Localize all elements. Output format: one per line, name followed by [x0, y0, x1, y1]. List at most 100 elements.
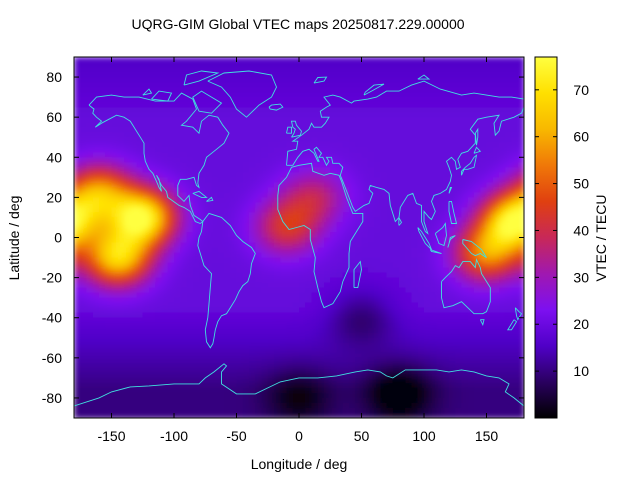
heatmap-cell [336, 97, 344, 103]
heatmap-cell [430, 122, 438, 128]
heatmap-cell [336, 152, 344, 158]
heatmap-cell [492, 142, 500, 148]
heatmap-cell [511, 137, 519, 143]
heatmap-cell [267, 242, 275, 249]
heatmap-cell [424, 172, 431, 178]
heatmap-cell [149, 112, 156, 118]
heatmap-cell [499, 197, 506, 203]
heatmap-cell [442, 122, 450, 128]
heatmap-cell [230, 232, 238, 239]
heatmap-cell [499, 117, 506, 123]
heatmap-cell [349, 387, 356, 394]
heatmap-cell [155, 402, 163, 409]
heatmap-cell [136, 207, 144, 214]
heatmap-cell [474, 122, 481, 128]
heatmap-cell [280, 372, 288, 379]
heatmap-cell [442, 77, 450, 83]
heatmap-cell [511, 342, 519, 349]
heatmap-cell [292, 362, 300, 369]
heatmap-cell [467, 242, 475, 249]
heatmap-cell [174, 132, 181, 138]
heatmap-cell [161, 212, 169, 219]
heatmap-cell [505, 137, 513, 143]
heatmap-cell [105, 102, 113, 108]
heatmap-cell [486, 182, 494, 188]
heatmap-cell [386, 57, 394, 63]
heatmap-cell [492, 132, 500, 138]
heatmap-cell [505, 377, 513, 384]
heatmap-cell [292, 372, 300, 379]
heatmap-cell [217, 192, 225, 198]
heatmap-cell [511, 72, 519, 78]
heatmap-cell [274, 357, 281, 364]
heatmap-cell [380, 252, 388, 259]
heatmap-cell [461, 387, 469, 394]
heatmap-cell [355, 137, 363, 143]
heatmap-cell [261, 237, 269, 244]
heatmap-cell [367, 242, 375, 249]
heatmap-cell [255, 357, 263, 364]
heatmap-cell [461, 337, 469, 344]
heatmap-cell [74, 122, 81, 128]
heatmap-cell [517, 162, 524, 168]
heatmap-cell [142, 267, 150, 274]
heatmap-cell [417, 352, 425, 359]
heatmap-cell [386, 277, 394, 284]
heatmap-cell [211, 72, 219, 78]
heatmap-cell [480, 222, 488, 229]
heatmap-cell [80, 212, 88, 219]
heatmap-cell [149, 197, 156, 203]
heatmap-cell [486, 337, 494, 344]
heatmap-cell [386, 217, 394, 224]
heatmap-cell [374, 197, 381, 203]
heatmap-cell [480, 377, 488, 384]
heatmap-cell [136, 357, 144, 364]
heatmap-cell [92, 367, 100, 374]
heatmap-cell [511, 372, 519, 379]
heatmap-cell [411, 182, 419, 188]
heatmap-cell [80, 262, 88, 269]
heatmap-cell [205, 352, 213, 359]
heatmap-cell [249, 152, 256, 158]
heatmap-cell [205, 142, 213, 148]
heatmap-cell [124, 82, 131, 88]
heatmap-cell [442, 197, 450, 203]
heatmap-cell [280, 337, 288, 344]
heatmap-cell [317, 382, 325, 389]
heatmap-cell [380, 242, 388, 249]
heatmap-cell [205, 97, 213, 103]
heatmap-cell [449, 387, 456, 394]
heatmap-cell [386, 187, 394, 193]
heatmap-cell [474, 392, 481, 399]
heatmap-cell [324, 137, 331, 143]
heatmap-cell [405, 117, 413, 123]
heatmap-cell [486, 372, 494, 379]
heatmap-cell [86, 127, 94, 133]
heatmap-cell [111, 142, 119, 148]
heatmap-cell [417, 222, 425, 229]
heatmap-cell [174, 282, 181, 289]
heatmap-cell [155, 237, 163, 244]
heatmap-cell [217, 242, 225, 249]
heatmap-cell [486, 237, 494, 244]
heatmap-cell [199, 342, 206, 349]
heatmap-cell [399, 377, 406, 384]
heatmap-cell [336, 277, 344, 284]
heatmap-cell [105, 312, 113, 319]
heatmap-cell [99, 282, 106, 289]
heatmap-cell [399, 397, 406, 404]
heatmap-cell [311, 242, 319, 249]
heatmap-cell [411, 327, 419, 334]
heatmap-cell [236, 157, 244, 163]
heatmap-cell [424, 357, 431, 364]
heatmap-cell [236, 317, 244, 324]
heatmap-cell [480, 127, 488, 133]
heatmap-cell [286, 392, 294, 399]
heatmap-cell [480, 112, 488, 118]
heatmap-cell [92, 252, 100, 259]
heatmap-cell [405, 312, 413, 319]
heatmap-cell [117, 142, 125, 148]
heatmap-cell [380, 272, 388, 279]
heatmap-cell [374, 132, 381, 138]
heatmap-cell [511, 292, 519, 299]
